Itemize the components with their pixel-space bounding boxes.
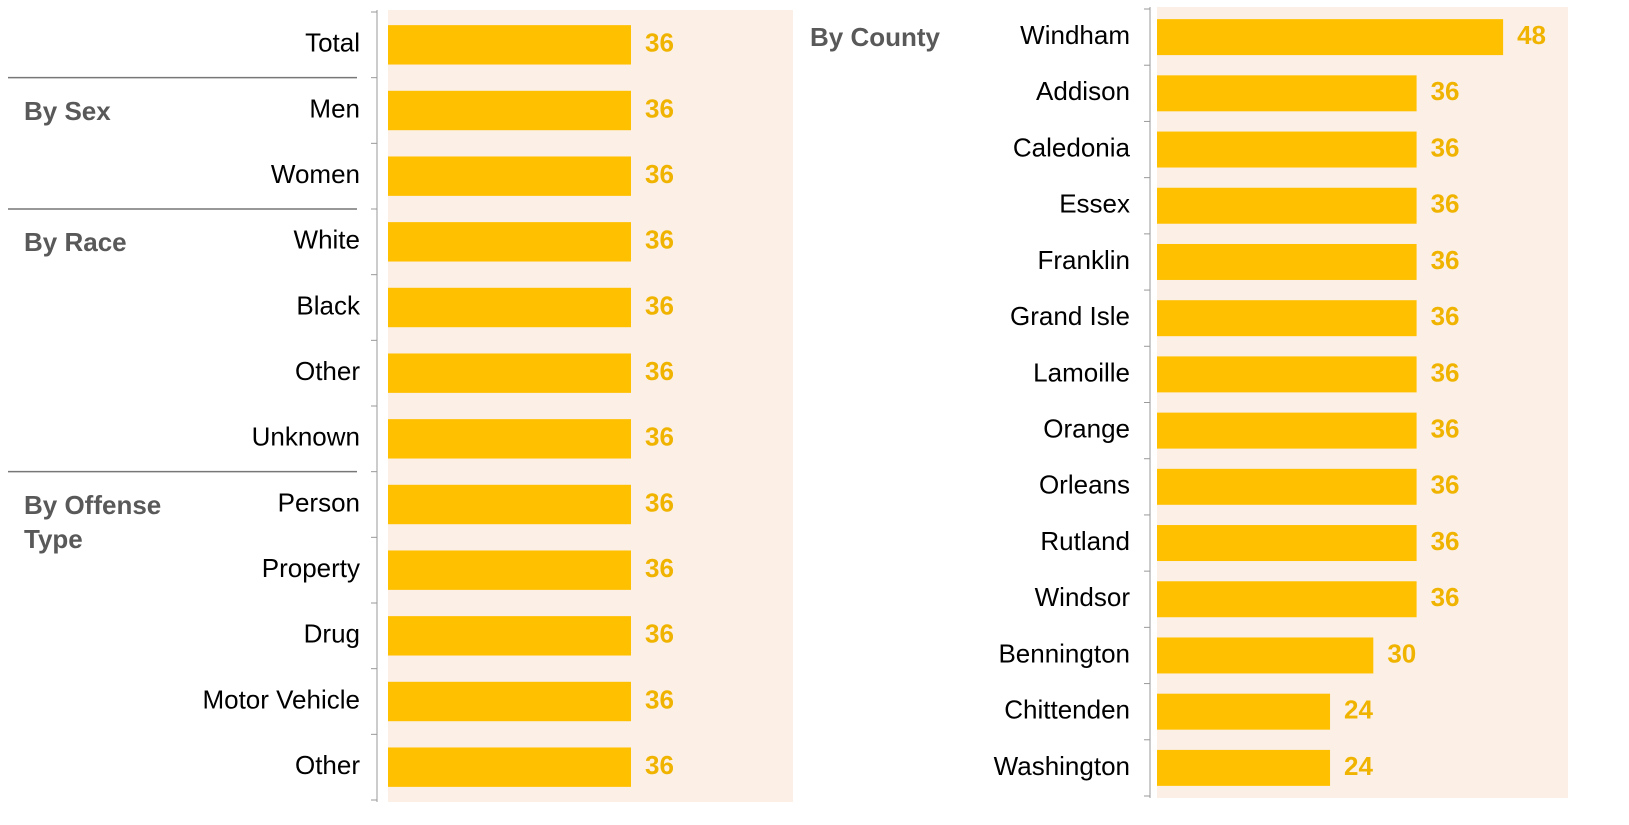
y-tick-label: Property [262, 553, 360, 583]
bar [388, 222, 631, 262]
plot-background [1157, 7, 1568, 798]
bar [1157, 19, 1504, 56]
y-tick-label: Rutland [1040, 526, 1130, 556]
y-tick-label: Unknown [252, 422, 360, 452]
y-tick-label: Motor Vehicle [202, 684, 360, 714]
data-label: 36 [645, 225, 674, 255]
bar [1157, 187, 1417, 224]
y-tick-label: Addison [1036, 76, 1130, 106]
data-label: 36 [645, 422, 674, 452]
y-tick-label: Drug [304, 619, 360, 649]
y-tick-label: Other [295, 750, 360, 780]
y-tick-label: Windsor [1035, 582, 1131, 612]
bar [1157, 131, 1417, 168]
data-label: 36 [1431, 582, 1460, 612]
group-label: By Offense Type [24, 489, 162, 554]
bar [388, 90, 631, 131]
y-tick-label: White [294, 225, 360, 255]
bar [1157, 468, 1417, 505]
y-tick-label: Black [296, 290, 361, 320]
bar [1157, 356, 1417, 393]
y-tick-label: Other [295, 356, 360, 386]
bar [388, 550, 631, 590]
bar [1157, 525, 1417, 562]
data-label: 36 [1431, 245, 1460, 275]
bar [388, 484, 631, 525]
bar [388, 25, 631, 65]
data-label: 36 [645, 28, 674, 58]
y-tick-label: Men [309, 93, 360, 123]
bar [1157, 637, 1374, 674]
group-label: By Race [24, 226, 127, 257]
data-label: 30 [1387, 638, 1416, 668]
bar [388, 353, 631, 393]
data-label: 36 [645, 356, 674, 386]
data-label: 36 [645, 159, 674, 189]
bar [388, 287, 631, 328]
plot-background [388, 10, 793, 802]
y-tick-label: Bennington [998, 638, 1130, 668]
bar [1157, 412, 1417, 449]
data-label: 36 [645, 487, 674, 517]
bar [1157, 75, 1417, 112]
data-label: 36 [1431, 413, 1460, 443]
bar [388, 681, 631, 722]
y-tick-label: Person [278, 487, 360, 517]
data-label: 36 [1431, 301, 1460, 331]
y-tick-label: Essex [1059, 189, 1130, 219]
data-label: 48 [1517, 20, 1546, 50]
data-label: 36 [1431, 132, 1460, 162]
bar [1157, 693, 1331, 730]
bar [388, 747, 631, 787]
data-label: 24 [1344, 751, 1373, 781]
y-tick-label: Franklin [1038, 245, 1130, 275]
y-tick-label: Caledonia [1013, 132, 1131, 162]
bar [388, 156, 631, 196]
data-label: 36 [645, 290, 674, 320]
data-label: 36 [1431, 526, 1460, 556]
data-label: 36 [1431, 76, 1460, 106]
data-label: 24 [1344, 695, 1373, 725]
y-tick-label: Orleans [1039, 470, 1130, 500]
y-tick-label: Orange [1043, 413, 1130, 443]
data-label: 36 [1431, 470, 1460, 500]
bar [1157, 300, 1417, 337]
data-label: 36 [1431, 189, 1460, 219]
data-label: 36 [645, 619, 674, 649]
data-label: 36 [1431, 357, 1460, 387]
bar [388, 419, 631, 459]
y-tick-label: Windham [1020, 20, 1130, 50]
y-tick-label: Lamoille [1033, 357, 1130, 387]
data-label: 36 [645, 684, 674, 714]
data-label: 36 [645, 93, 674, 123]
bar [1157, 243, 1417, 280]
y-tick-label: Chittenden [1004, 695, 1130, 725]
y-tick-label: Washington [994, 751, 1130, 781]
bar [1157, 581, 1417, 618]
data-label: 36 [645, 553, 674, 583]
data-label: 36 [645, 750, 674, 780]
bar [1157, 749, 1331, 786]
group-label: By Sex [24, 95, 111, 126]
y-tick-label: Women [271, 159, 360, 189]
y-tick-label: Grand Isle [1010, 301, 1130, 331]
y-tick-label: Total [305, 28, 360, 58]
bar [388, 616, 631, 656]
group-label: By County [810, 22, 940, 53]
